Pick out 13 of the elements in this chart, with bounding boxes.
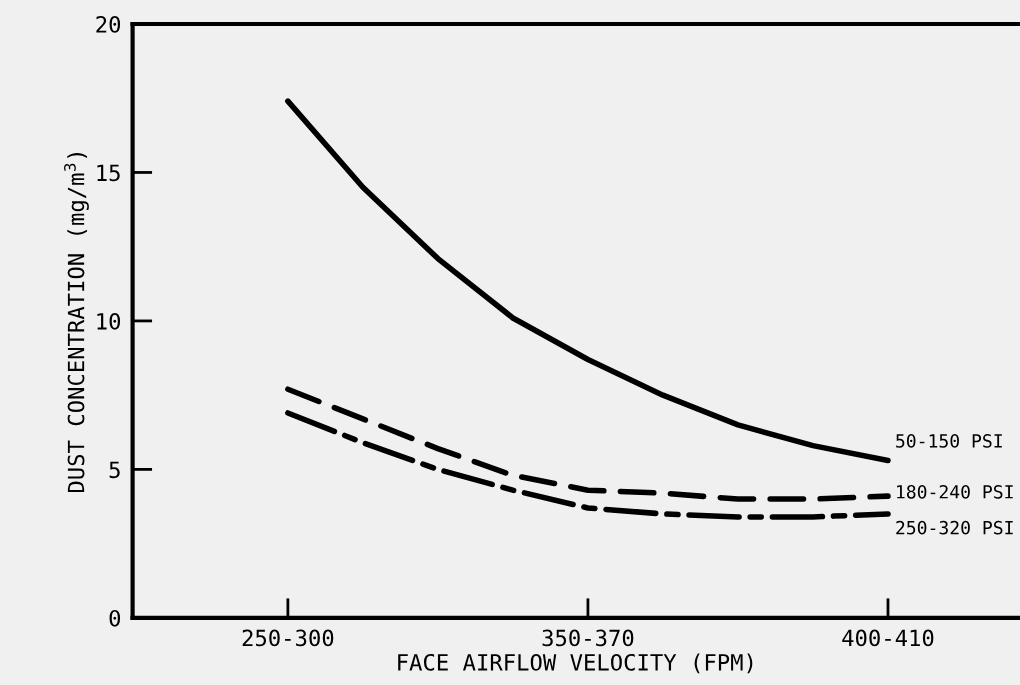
series-label: 50-150 PSI: [896, 434, 1002, 448]
x-axis-title: FACE AIRFLOW VELOCITY (FPM): [398, 653, 753, 674]
y-tick-label: 10: [97, 312, 121, 330]
x-tick-label: 350-370: [542, 629, 634, 647]
x-tick-label: 400-410: [842, 629, 934, 647]
y-tick-label: 0: [109, 609, 121, 627]
y-tick-label: 15: [97, 164, 120, 182]
x-tick-label: 250-300: [242, 629, 334, 647]
series-label: 250-320 PSI: [896, 520, 1013, 535]
y-tick-label: 20: [96, 15, 121, 33]
y-tick-label: 5: [109, 461, 120, 479]
y-axis-title: DUST CONCENTRATION (mg/m$^{3}$): [64, 153, 89, 493]
series-label: 180-240 PSI: [897, 484, 1013, 499]
